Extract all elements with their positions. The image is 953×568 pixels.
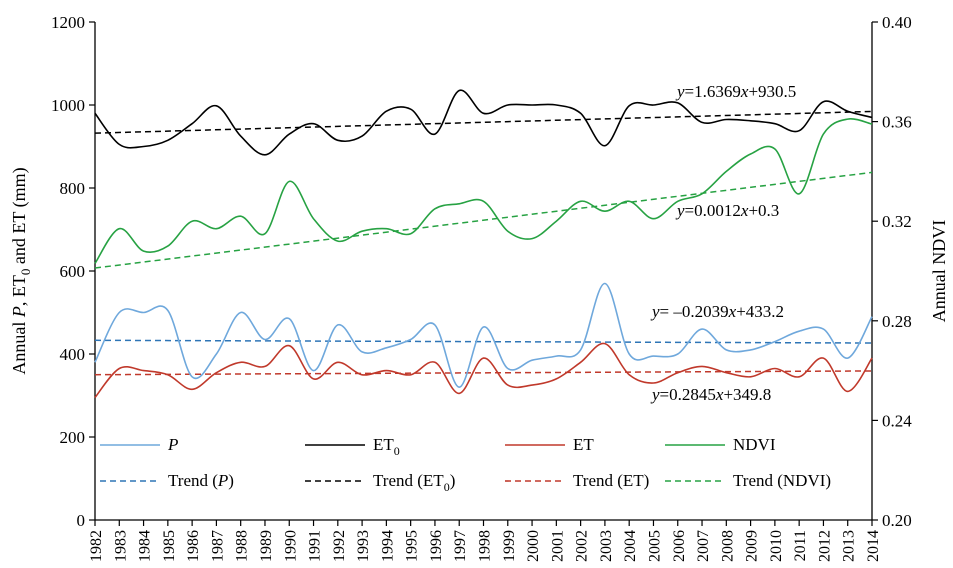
series-line-p	[94, 282, 873, 389]
x-tick-label: 1985	[161, 530, 178, 562]
legend-label: ET0	[373, 435, 400, 458]
y-tick-label: 600	[60, 262, 86, 281]
x-tick-label: 2004	[622, 530, 639, 562]
trend-line-et	[94, 370, 873, 376]
x-tick-label: 2014	[865, 530, 882, 562]
x-tick-label: 1991	[307, 530, 324, 562]
y-tick-label: 1000	[51, 96, 85, 115]
legend-item: Trend (ET0)	[305, 471, 455, 494]
axes: 0 200 400 600 800 1000 1200 0.20 0.24 0.28 0.32 0.3…	[51, 13, 912, 562]
trend-equation-ndvi: y=0.0012x+0.3	[675, 201, 779, 220]
y2-tick-label: 0.20	[882, 511, 912, 530]
trend-line-ndvi	[94, 171, 873, 269]
legend-item: ET0	[305, 435, 400, 458]
legend-label: ET	[573, 435, 594, 454]
x-tick-label: 2010	[768, 530, 785, 562]
legend-item: Trend (ET)	[505, 471, 649, 490]
x-tick-label: 1986	[185, 530, 202, 562]
trend-line-et0	[94, 110, 873, 134]
y2-axis-label: Annual NDVI	[929, 220, 949, 322]
trend-equations: y= –0.2039x+433.2 y=1.6369x+930.5 y=0.2845…	[650, 82, 796, 404]
x-tick-label: 1982	[88, 530, 105, 562]
x-tick-label: 1993	[355, 530, 372, 562]
trend-equation-et: y=0.2845x+349.8	[650, 385, 771, 404]
x-tick-label: 2011	[792, 530, 809, 561]
legend-label: P	[167, 435, 178, 454]
x-tick-label: 1983	[112, 530, 129, 562]
legend-item: Trend (NDVI)	[665, 471, 831, 490]
legend-item: Trend (P)	[100, 471, 234, 490]
x-tick-label: 2009	[744, 530, 761, 562]
x-tick-label: 1988	[234, 530, 251, 562]
legend-item: P	[100, 435, 178, 454]
trend-equation-p: y= –0.2039x+433.2	[650, 302, 784, 321]
x-tick-label: 1998	[477, 530, 494, 562]
series-line-et	[94, 342, 873, 399]
y2-tick-label: 0.32	[882, 212, 912, 231]
x-tick-label: 1999	[501, 530, 518, 562]
legend-item: ET	[505, 435, 594, 454]
x-tick-label: 1984	[137, 530, 154, 562]
x-tick-label: 1997	[452, 530, 469, 562]
x-tick-label: 2012	[816, 530, 833, 562]
x-tick-label: 1996	[428, 530, 445, 562]
y-axis-label: Annual P, ET0 and ET (mm)	[9, 167, 33, 374]
y-tick-label: 1200	[51, 13, 85, 32]
series-line-ndvi	[94, 118, 873, 264]
y-tick-label: 200	[60, 428, 86, 447]
y2-tick-label: 0.24	[882, 411, 912, 430]
x-tick-label: 1995	[404, 530, 421, 562]
x-tick-label: 2003	[598, 530, 615, 562]
x-tick-label: 1990	[282, 530, 299, 562]
legend-label: Trend (NDVI)	[733, 471, 831, 490]
x-tick-label: 2005	[647, 530, 664, 562]
legend-label: Trend (ET)	[573, 471, 649, 490]
y-tick-label: 800	[60, 179, 86, 198]
x-tick-label: 2007	[695, 530, 712, 562]
x-tick-label: 1994	[379, 530, 396, 562]
x-tick-label: 2013	[841, 530, 858, 562]
legend-item: NDVI	[665, 435, 776, 454]
x-tick-label: 1987	[209, 530, 226, 562]
axis-labels: Annual P, ET0 and ET (mm) Annual NDVI	[9, 167, 949, 374]
x-tick-label: 2002	[574, 530, 591, 562]
y-tick-label: 0	[77, 511, 86, 530]
x-tick-label: 2001	[549, 530, 566, 562]
y2-tick-label: 0.28	[882, 312, 912, 331]
x-tick-label: 2008	[719, 530, 736, 562]
trend-line-p	[94, 339, 873, 344]
y-tick-label: 400	[60, 345, 86, 364]
series-line-et0	[94, 89, 873, 156]
legend: P ET0 ET NDVI Trend (P) Trend (ET0) Trend (ET)…	[100, 435, 831, 494]
x-tick-label: 2000	[525, 530, 542, 562]
x-tick-label: 1989	[258, 530, 275, 562]
x-tick-label: 1992	[331, 530, 348, 562]
y2-tick-label: 0.40	[882, 13, 912, 32]
legend-label: Trend (ET0)	[373, 471, 455, 494]
series-lines	[94, 89, 873, 399]
trend-lines	[94, 110, 873, 376]
trend-equation-et0: y=1.6369x+930.5	[675, 82, 796, 101]
x-tick-label: 2006	[671, 530, 688, 562]
legend-label: NDVI	[733, 435, 776, 454]
legend-label: Trend (P)	[168, 471, 234, 490]
y2-tick-label: 0.36	[882, 113, 912, 132]
